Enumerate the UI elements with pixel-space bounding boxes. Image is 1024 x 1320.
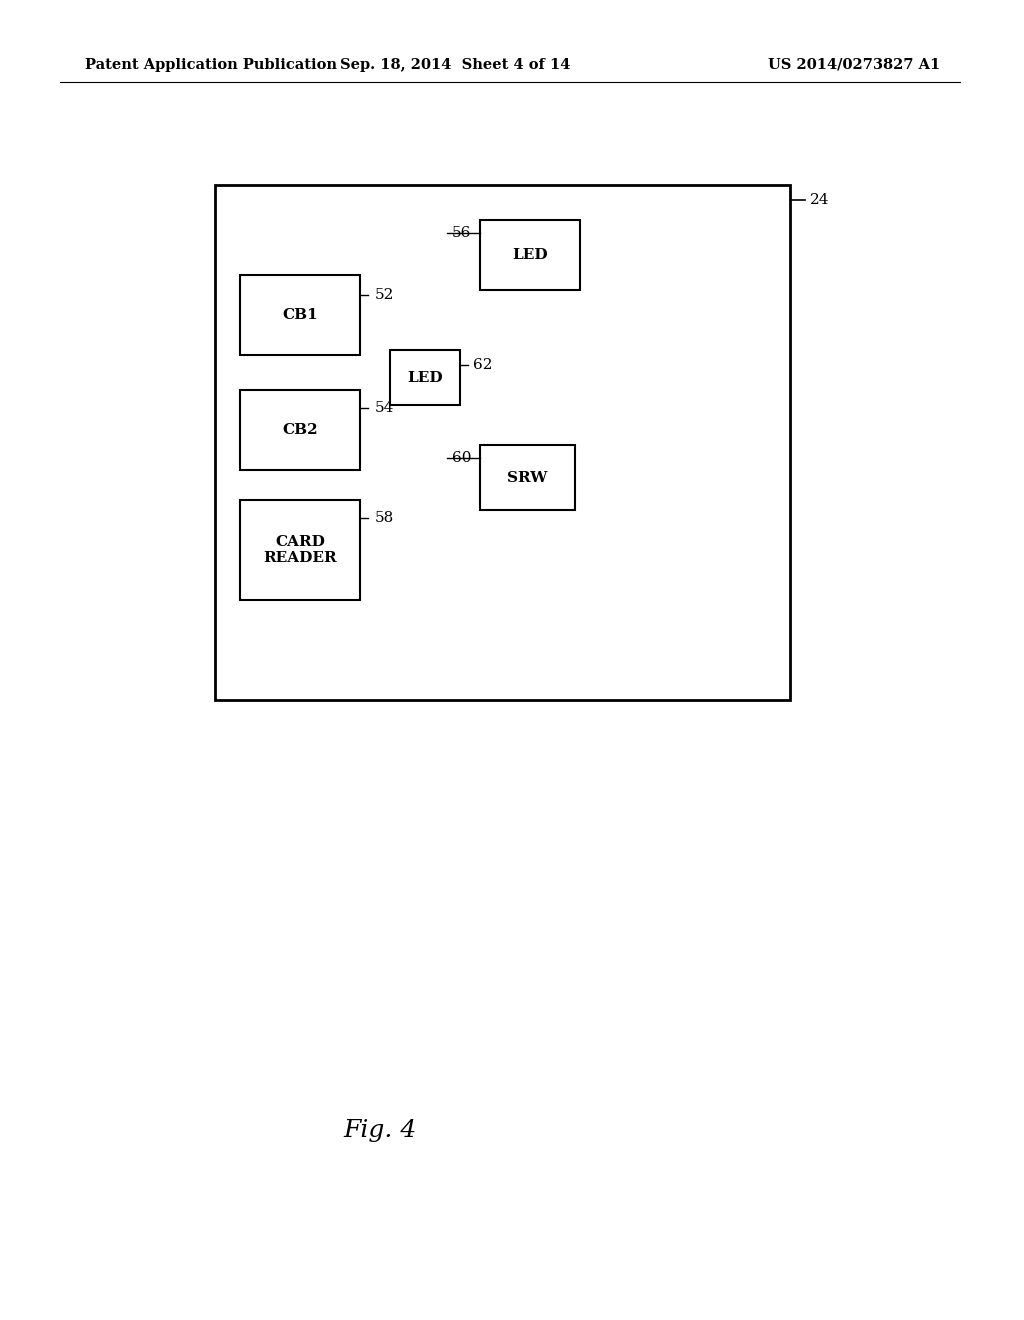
Text: Sep. 18, 2014  Sheet 4 of 14: Sep. 18, 2014 Sheet 4 of 14 <box>340 58 570 73</box>
Bar <box>240 389 360 470</box>
Bar <box>390 350 460 405</box>
Bar <box>215 185 790 700</box>
Text: 24: 24 <box>810 193 829 207</box>
Text: LED: LED <box>408 371 442 384</box>
Text: Patent Application Publication: Patent Application Publication <box>85 58 337 73</box>
Text: US 2014/0273827 A1: US 2014/0273827 A1 <box>768 58 940 73</box>
Text: CB1: CB1 <box>283 308 317 322</box>
Text: 60: 60 <box>452 451 471 465</box>
Text: 56: 56 <box>452 226 471 240</box>
Bar <box>480 220 580 290</box>
Text: SRW: SRW <box>507 470 548 484</box>
Text: CB2: CB2 <box>283 422 317 437</box>
Text: LED: LED <box>512 248 548 261</box>
Bar <box>240 275 360 355</box>
Text: 52: 52 <box>375 288 394 302</box>
Text: Fig. 4: Fig. 4 <box>343 1118 417 1142</box>
Text: 54: 54 <box>375 401 394 414</box>
Text: CARD
READER: CARD READER <box>263 535 337 565</box>
Text: 62: 62 <box>473 358 493 372</box>
Text: 58: 58 <box>375 511 394 525</box>
Bar <box>240 500 360 601</box>
Bar <box>480 445 575 510</box>
